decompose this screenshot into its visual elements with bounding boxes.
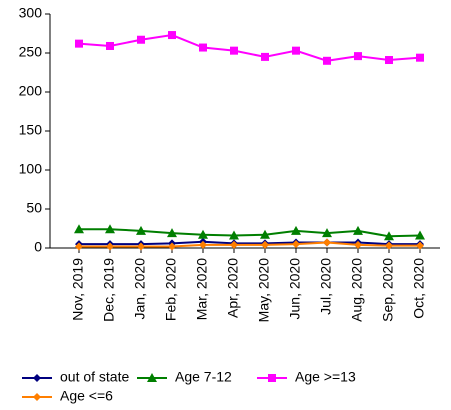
point [167, 228, 177, 238]
x-tick-label: Apr, 2020 [225, 258, 241, 318]
point [198, 229, 208, 239]
point [199, 240, 207, 249]
legend-marker [147, 373, 157, 382]
point [261, 52, 269, 61]
point [106, 242, 114, 251]
x-tick-label: Jan, 2020 [132, 258, 148, 320]
series-line [79, 241, 420, 248]
point [136, 225, 146, 235]
y-tick-label: 0 [34, 239, 42, 255]
x-tick-label: Nov, 2019 [70, 258, 86, 321]
point [106, 41, 114, 50]
x-tick-label: May, 2020 [256, 258, 272, 323]
y-tick-label: 300 [19, 5, 43, 21]
y-tick-label: 100 [19, 161, 43, 177]
legend-marker [33, 374, 41, 382]
point [292, 46, 300, 55]
x-tick-label: Aug, 2020 [349, 258, 365, 322]
point [261, 240, 269, 249]
point [416, 53, 424, 62]
legend-label: Age >=13 [295, 369, 356, 385]
point [229, 230, 239, 240]
point [75, 39, 83, 48]
legend-marker [268, 374, 276, 382]
point [230, 46, 238, 55]
point [137, 242, 145, 251]
y-tick-label: 250 [19, 44, 43, 60]
point [322, 228, 332, 238]
point [74, 224, 84, 234]
point [353, 225, 363, 235]
point [230, 240, 238, 249]
point [384, 231, 394, 241]
point [385, 56, 393, 65]
point [354, 240, 362, 249]
point [385, 241, 393, 250]
point [416, 241, 424, 250]
point [291, 225, 301, 235]
y-tick-label: 200 [19, 83, 43, 99]
point [75, 242, 83, 251]
point [415, 230, 425, 240]
series-line [79, 240, 420, 246]
point [199, 43, 207, 52]
x-tick-label: Jul, 2020 [318, 258, 334, 315]
point [323, 238, 331, 247]
x-tick-label: Oct, 2020 [411, 258, 427, 319]
point [260, 229, 270, 239]
point [105, 224, 115, 234]
point [168, 242, 176, 251]
x-tick-label: Dec, 2019 [101, 258, 117, 322]
point [137, 35, 145, 44]
legend-marker [33, 393, 41, 401]
x-tick-label: Mar, 2020 [194, 258, 210, 320]
point [354, 52, 362, 61]
legend-label: Age 7-12 [175, 369, 232, 385]
point [292, 240, 300, 249]
x-tick-label: Sep, 2020 [380, 258, 396, 322]
point [323, 56, 331, 65]
series-line [78, 34, 421, 62]
x-tick-label: Feb, 2020 [163, 258, 179, 321]
series-line [79, 228, 421, 238]
point [168, 31, 176, 40]
y-tick-label: 150 [19, 122, 43, 138]
x-tick-label: Jun, 2020 [287, 258, 303, 320]
legend-label: Age <=6 [60, 388, 113, 404]
y-tick-label: 50 [26, 200, 42, 216]
legend-label: out of state [60, 369, 129, 385]
